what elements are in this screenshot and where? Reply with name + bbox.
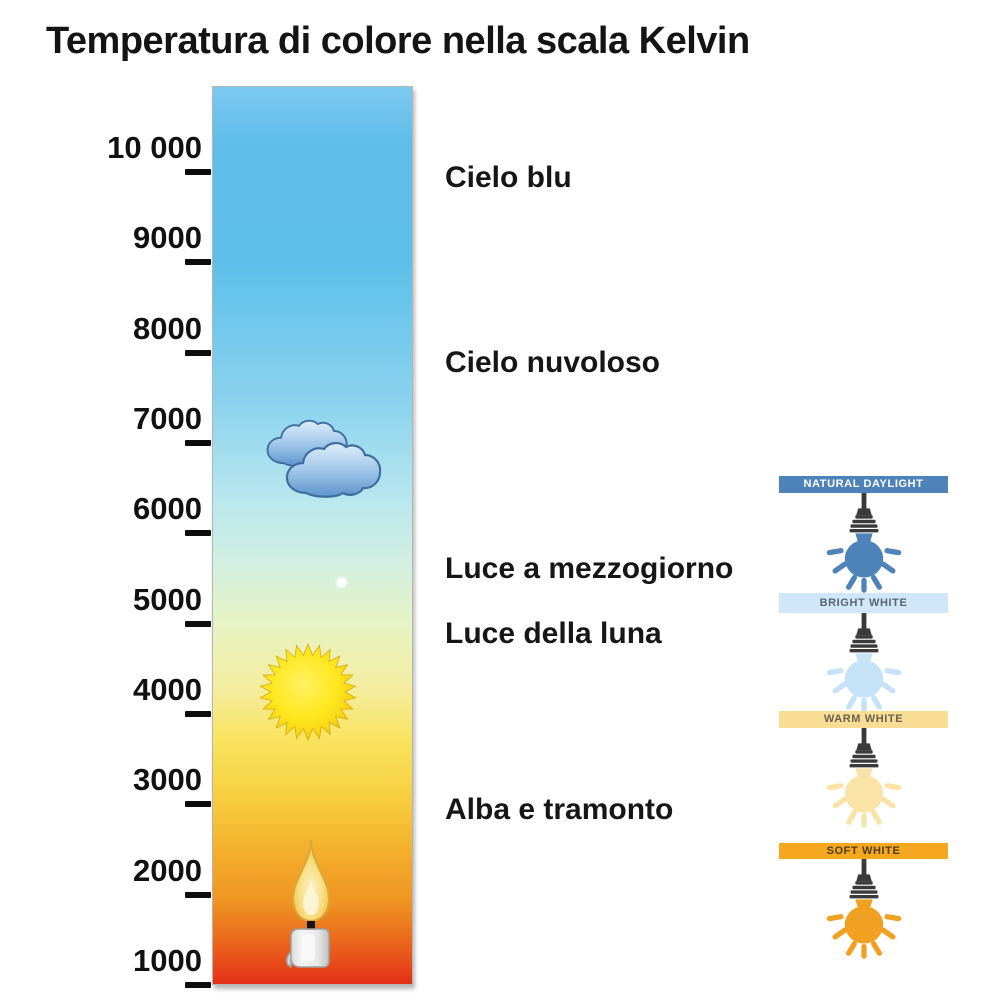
tick-label: 4000 — [133, 672, 202, 707]
annotation-label: Cielo blu — [445, 161, 572, 195]
tick-mark — [185, 169, 211, 175]
tick-label: 8000 — [133, 310, 202, 346]
tick-label: 10 000 — [107, 130, 202, 165]
tick-label: 3000 — [133, 762, 202, 798]
tick-label: 2000 — [133, 852, 202, 888]
lightbulb-icon — [814, 728, 914, 828]
bulb-banner-label: WARM WHITE — [779, 711, 948, 728]
annotation-label: Alba e tramonto — [445, 792, 674, 826]
lightbulb-icon — [814, 613, 914, 713]
moon-dot-icon — [336, 577, 347, 588]
kelvin-gradient-bar — [212, 86, 413, 985]
tick-mark — [185, 259, 211, 266]
candle-icon — [285, 839, 331, 969]
tick-mark — [185, 801, 211, 808]
tick-label: 7000 — [133, 401, 202, 436]
annotation-label: Cielo nuvoloso — [445, 345, 661, 379]
bulb-banner-label: NATURAL DAYLIGHT — [779, 476, 948, 493]
tick-label: 9000 — [133, 220, 202, 256]
tick-label: 6000 — [133, 491, 202, 527]
page-title: Temperatura di colore nella scala Kelvin — [46, 20, 750, 62]
tick-mark — [185, 349, 211, 356]
tick-label: 5000 — [133, 581, 202, 617]
tick-mark — [185, 982, 211, 988]
bulb-banner-label: BRIGHT WHITE — [779, 593, 948, 613]
clouds-icon — [266, 419, 382, 498]
sun-icon — [259, 642, 357, 742]
tick-mark — [185, 711, 211, 717]
annotation-label: Luce della luna — [445, 616, 662, 650]
bulb-banner-label: SOFT WHITE — [779, 843, 948, 859]
tick-mark — [185, 530, 211, 537]
tick-mark — [185, 891, 211, 898]
tick-mark — [185, 620, 211, 627]
tick-label: 1000 — [133, 943, 202, 978]
lightbulb-icon — [814, 859, 914, 959]
lightbulb-icon — [814, 493, 914, 593]
annotation-label: Luce a mezzogiorno — [445, 551, 734, 585]
tick-mark — [185, 440, 211, 446]
